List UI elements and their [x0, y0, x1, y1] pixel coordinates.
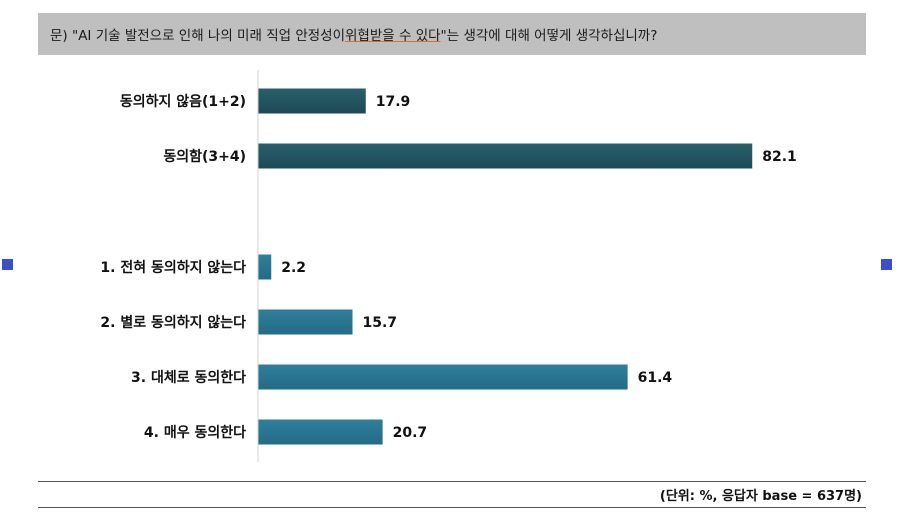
question-suffix: "는 생각에 대해 어떻게 생각하십니까?: [440, 28, 658, 44]
value-label-0: 17.9: [376, 94, 411, 110]
right-marker-icon: [881, 259, 892, 270]
category-label-1: 동의함(3+4): [163, 148, 246, 165]
footer-divider-top: [38, 481, 866, 482]
category-label-5: 4. 매우 동의한다: [144, 424, 246, 441]
value-label-1: 82.1: [762, 149, 797, 165]
category-label-2: 1. 전혀 동의하지 않는다: [100, 259, 246, 276]
category-label-0: 동의하지 않음(1+2): [120, 93, 246, 110]
bar-5: [258, 419, 383, 445]
bar-4: [258, 364, 628, 390]
value-label-2: 2.2: [281, 260, 306, 276]
left-marker-icon: [2, 259, 13, 270]
value-label-4: 61.4: [638, 370, 673, 386]
question-prefix: 문) "AI 기술 발전으로 인해 나의 미래 직업 안정성이: [50, 28, 346, 44]
question-header: 문) "AI 기술 발전으로 인해 나의 미래 직업 안정성이 위협받을 수 있…: [38, 13, 866, 55]
bar-0: [258, 88, 366, 114]
footer-divider-bottom: [38, 507, 866, 508]
bar-1: [258, 143, 753, 169]
value-label-3: 15.7: [363, 315, 398, 331]
question-underlined: 위협받을 수 있다: [345, 28, 441, 44]
footnote: (단위: %, 응답자 base = 637명): [659, 489, 862, 504]
category-label-3: 2. 별로 동의하지 않는다: [100, 314, 246, 331]
category-label-4: 3. 대체로 동의한다: [131, 369, 246, 386]
bar-2: [258, 254, 272, 280]
bar-3: [258, 309, 353, 335]
value-label-5: 20.7: [393, 425, 428, 441]
